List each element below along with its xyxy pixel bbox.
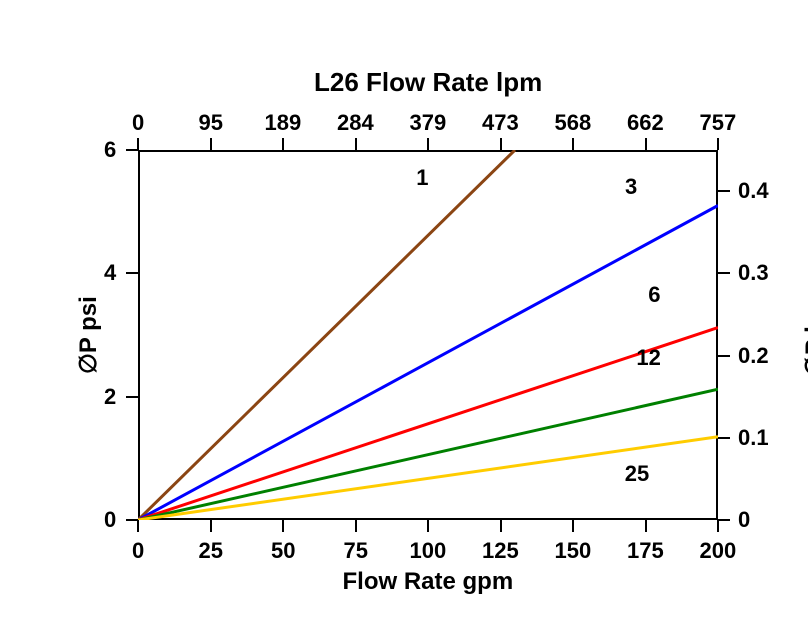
y-right-tick-label: 0.4 — [738, 178, 769, 204]
x-top-tick — [717, 138, 719, 150]
y-right-tick — [718, 519, 730, 521]
y-left-tick — [126, 396, 138, 398]
x-top-tick — [210, 138, 212, 150]
x-bottom-tick — [572, 520, 574, 532]
y-left-title: ∅P psi — [74, 296, 103, 374]
x-bottom-tick-label: 125 — [482, 538, 519, 564]
x-bottom-tick — [427, 520, 429, 532]
y-right-tick — [718, 190, 730, 192]
x-bottom-tick-label: 150 — [555, 538, 592, 564]
x-bottom-tick — [282, 520, 284, 532]
y-right-tick-label: 0 — [738, 507, 750, 533]
x-top-title: L26 Flow Rate lpm — [314, 67, 542, 98]
x-bottom-tick-label: 100 — [410, 538, 447, 564]
x-top-tick-label: 189 — [265, 110, 302, 136]
x-top-tick-label: 473 — [482, 110, 519, 136]
series-label-12: 12 — [636, 345, 660, 371]
x-top-tick-label: 757 — [700, 110, 737, 136]
y-right-tick-label: 0.1 — [738, 425, 769, 451]
chart-root: 0255075100125150175200095189284379473568… — [0, 0, 808, 636]
x-top-tick — [355, 138, 357, 150]
y-right-tick — [718, 272, 730, 274]
x-top-tick — [282, 138, 284, 150]
x-bottom-tick — [355, 520, 357, 532]
x-bottom-tick-label: 200 — [700, 538, 737, 564]
y-left-tick — [126, 272, 138, 274]
x-top-tick-label: 568 — [555, 110, 592, 136]
x-top-tick — [427, 138, 429, 150]
series-label-6: 6 — [648, 282, 660, 308]
y-left-tick — [126, 149, 138, 151]
y-right-tick — [718, 355, 730, 357]
y-left-tick-label: 0 — [104, 507, 116, 533]
y-left-tick — [126, 519, 138, 521]
x-bottom-tick-label: 75 — [344, 538, 368, 564]
y-right-title: ∅P bar — [800, 295, 808, 376]
x-bottom-tick — [645, 520, 647, 532]
series-label-1: 1 — [416, 165, 428, 191]
x-bottom-tick-label: 175 — [627, 538, 664, 564]
series-line-12 — [138, 389, 718, 520]
x-top-tick — [572, 138, 574, 150]
x-bottom-tick-label: 50 — [271, 538, 295, 564]
series-line-6 — [138, 328, 718, 520]
y-left-tick-label: 6 — [104, 137, 116, 163]
x-bottom-tick — [137, 520, 139, 532]
y-left-tick-label: 2 — [104, 384, 116, 410]
series-label-3: 3 — [625, 174, 637, 200]
x-top-tick-label: 662 — [627, 110, 664, 136]
x-bottom-tick-label: 0 — [132, 538, 144, 564]
x-bottom-title: Flow Rate gpm — [343, 568, 514, 596]
x-top-tick-label: 379 — [410, 110, 447, 136]
series-label-25: 25 — [625, 461, 649, 487]
y-right-tick-label: 0.3 — [738, 260, 769, 286]
x-bottom-tick — [210, 520, 212, 532]
x-top-tick-label: 95 — [199, 110, 223, 136]
series-line-1 — [138, 150, 515, 520]
x-bottom-tick — [717, 520, 719, 532]
x-top-tick — [645, 138, 647, 150]
x-top-tick-label: 284 — [337, 110, 374, 136]
x-top-tick-label: 0 — [132, 110, 144, 136]
y-right-tick-label: 0.2 — [738, 343, 769, 369]
y-left-tick-label: 4 — [104, 260, 116, 286]
x-bottom-tick-label: 25 — [199, 538, 223, 564]
x-top-tick — [500, 138, 502, 150]
y-right-tick — [718, 437, 730, 439]
x-bottom-tick — [500, 520, 502, 532]
